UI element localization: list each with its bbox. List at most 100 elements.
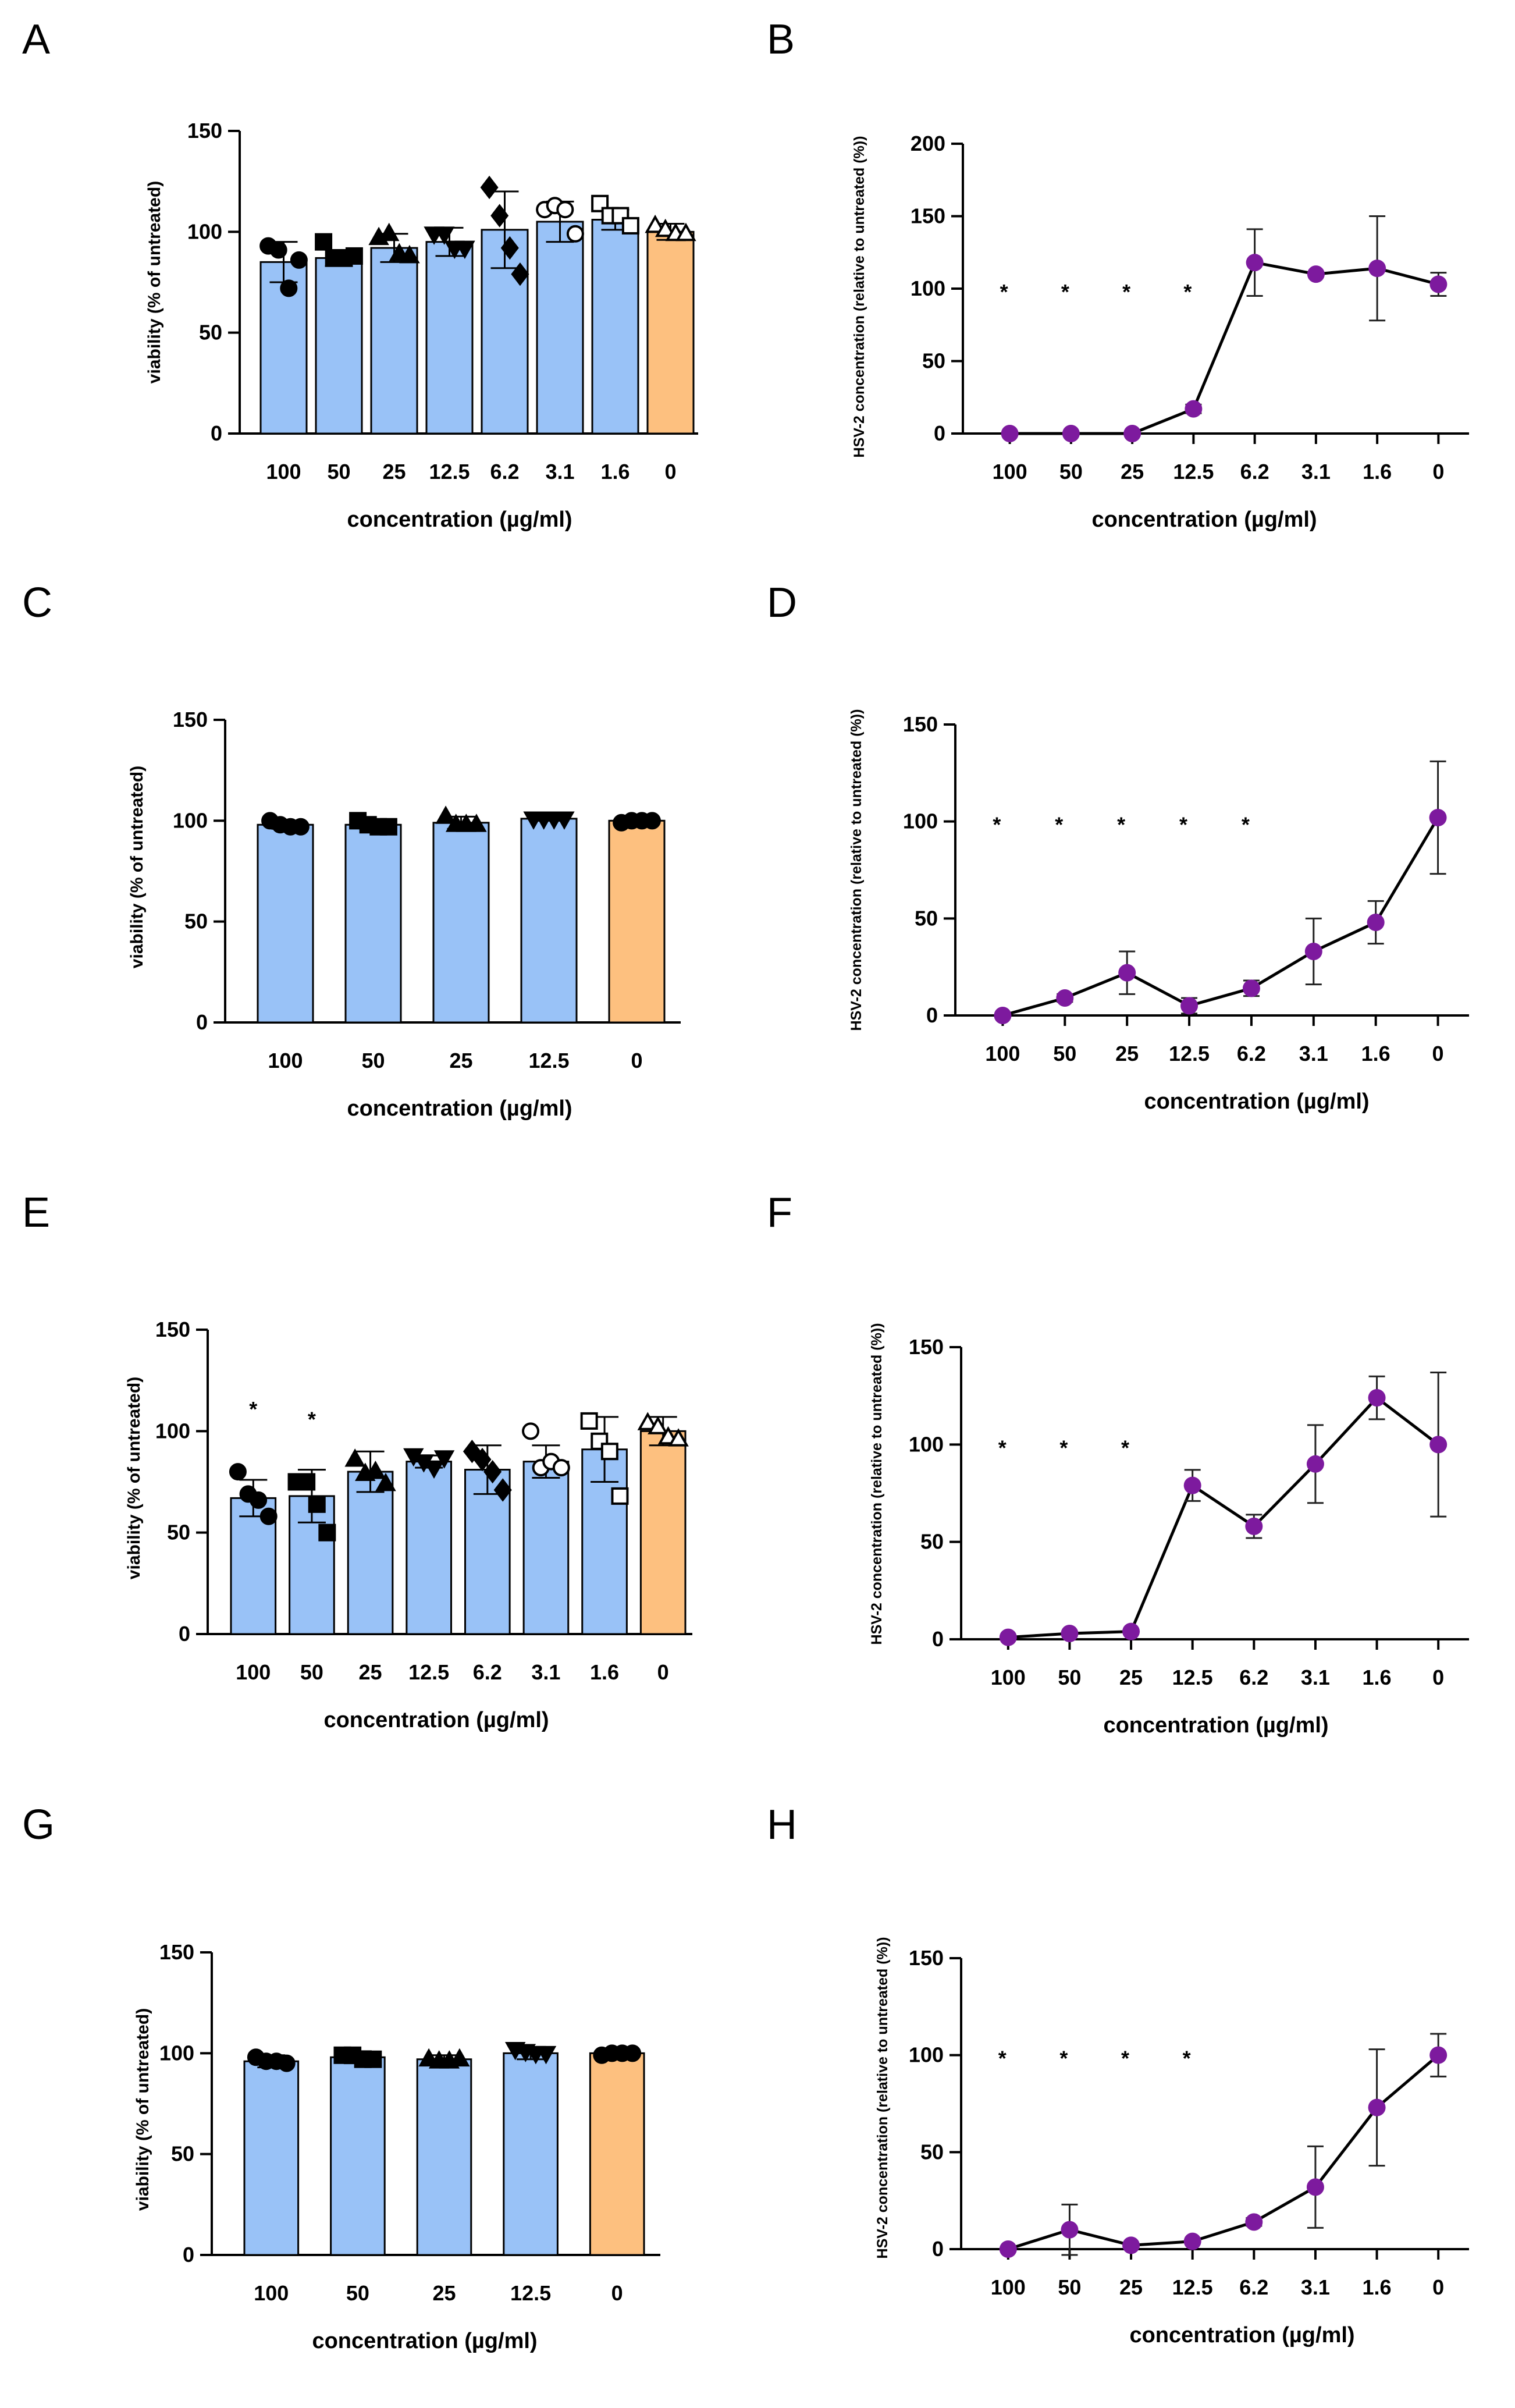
x-tick-label: 25	[359, 1660, 382, 1684]
x-axis-label: concentration (µg/ml)	[347, 507, 572, 532]
x-tick-label: 100	[993, 460, 1027, 484]
data-point	[999, 2240, 1017, 2258]
y-tick-label: 200	[911, 132, 945, 155]
data-point	[1185, 400, 1203, 418]
panel-letter: E	[22, 1189, 50, 1236]
data-point	[1306, 2178, 1324, 2196]
panel-g: G 0 50 100 150 100 50 25 12.5 0 concentration (µg/…	[22, 1802, 660, 2353]
bar	[243, 2060, 300, 2256]
y-axis-label: viability (% of untreated)	[127, 766, 147, 968]
x-tick-label: 100	[266, 460, 301, 484]
panel-letter: C	[22, 580, 52, 626]
data-point	[463, 1440, 481, 1464]
data-point	[480, 175, 499, 200]
y-tick-label: 150	[187, 119, 222, 143]
bar	[646, 230, 695, 435]
bar	[432, 822, 490, 1024]
x-tick-label: 0	[1432, 460, 1444, 484]
x-tick-label: 100	[991, 2275, 1026, 2299]
panel-letter: A	[22, 16, 50, 63]
x-tick-label: 12.5	[429, 460, 470, 484]
y-tick-label: 0	[196, 1010, 208, 1034]
x-tick-label: 1.6	[1363, 460, 1392, 484]
x-tick-label: 0	[1432, 1042, 1444, 1066]
data-point	[449, 2048, 470, 2067]
series-line	[1009, 261, 1439, 435]
x-tick-label: 0	[657, 1660, 669, 1684]
y-tick-label: 50	[920, 2140, 944, 2164]
y-axis-label: HSV-2 concentration (relative to untreat…	[851, 136, 867, 458]
y-axis-label: HSV-2 concentration (relative to untreat…	[874, 1937, 891, 2259]
data-point	[655, 218, 676, 237]
panel-letter: G	[22, 1802, 55, 1848]
x-tick-label: 100	[268, 1049, 303, 1072]
panel-f: F 0 50 100 150 100 50 25 12.5 6.2 3.1 1.6 0 concentra…	[767, 1189, 1469, 1738]
significance-marker: *	[1059, 1436, 1068, 1459]
data-point	[1368, 260, 1386, 278]
data-point	[250, 1491, 268, 1509]
y-tick-label: 100	[903, 809, 938, 833]
y-tick-label: 100	[187, 219, 222, 243]
significance-marker: *	[249, 1397, 257, 1421]
data-point	[308, 1495, 326, 1513]
data-point	[1061, 1624, 1079, 1642]
data-point	[278, 2054, 296, 2072]
x-tick-label: 6.2	[490, 460, 519, 484]
data-point	[645, 214, 666, 233]
x-axis-label: concentration (µg/ml)	[312, 2329, 537, 2353]
data-point	[493, 1478, 512, 1502]
x-tick-label: 25	[1115, 1042, 1139, 1066]
data-point	[473, 1447, 492, 1472]
y-axis-label: HSV-2 concentration (relative to untreat…	[848, 709, 865, 1031]
x-tick-label: 100	[254, 2281, 289, 2305]
y-tick-label: 0	[179, 1622, 190, 1646]
data-point	[483, 1459, 502, 1484]
x-tick-label: 3.1	[545, 460, 574, 484]
x-tick-label: 0	[631, 1049, 642, 1072]
data-point	[554, 811, 575, 830]
data-point	[535, 2045, 557, 2065]
x-tick-label: 0	[664, 460, 676, 484]
data-point	[1307, 265, 1325, 283]
x-tick-label: 6.2	[1237, 1042, 1266, 1066]
significance-marker: *	[1061, 280, 1069, 304]
x-tick-label: 3.1	[1301, 1665, 1330, 1689]
data-point	[1368, 2098, 1386, 2116]
y-tick-label: 100	[911, 276, 945, 300]
bar	[639, 1430, 687, 1635]
data-point	[556, 201, 574, 219]
data-point	[1180, 997, 1199, 1015]
x-tick-label: 12.5	[1173, 460, 1214, 484]
y-tick-label: 0	[926, 1003, 938, 1027]
x-tick-label: 12.5	[1172, 1665, 1213, 1689]
bar	[589, 2052, 645, 2256]
y-tick-label: 100	[909, 2043, 944, 2067]
data-point	[365, 1461, 386, 1479]
x-tick-label: 25	[432, 2281, 456, 2305]
data-point	[1183, 1476, 1201, 1494]
x-tick-label: 25	[1121, 460, 1144, 484]
bar	[330, 2056, 386, 2256]
x-tick-label: 25	[1119, 2275, 1143, 2299]
significance-marker: *	[1059, 2047, 1068, 2070]
bar	[370, 247, 418, 435]
bar	[536, 221, 584, 435]
y-axis-label: viability (% of untreated)	[125, 1377, 144, 1579]
data-point	[433, 226, 455, 245]
y-tick-label: 100	[159, 2041, 194, 2065]
data-point	[1306, 1455, 1324, 1473]
x-tick-label: 3.1	[1301, 460, 1331, 484]
y-tick-label: 150	[909, 1335, 944, 1359]
data-point	[280, 279, 298, 297]
data-point	[611, 1487, 629, 1505]
y-axis-label: HSV-2 concentration (relative to untreat…	[869, 1323, 885, 1645]
panel-letter: H	[767, 1802, 797, 1848]
data-point	[1122, 1622, 1140, 1640]
data-point	[315, 233, 333, 251]
significance-marker: *	[998, 1436, 1007, 1459]
data-point	[1304, 943, 1322, 960]
bar	[406, 1461, 452, 1635]
y-tick-label: 50	[184, 910, 208, 933]
x-axis-label: concentration (µg/ml)	[347, 1096, 572, 1121]
